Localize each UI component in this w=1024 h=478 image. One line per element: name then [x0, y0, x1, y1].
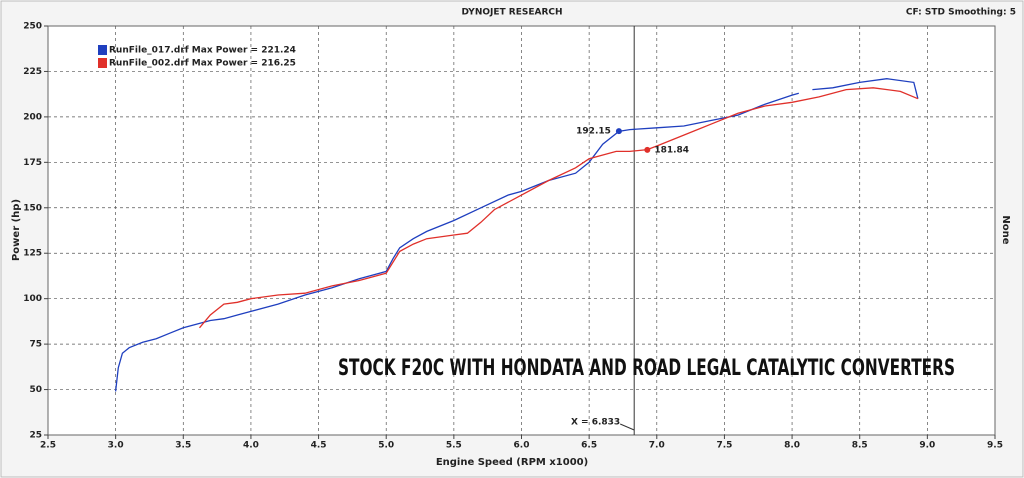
y-tick-label: 100 [23, 294, 42, 304]
y-axis-label: Power (hp) [11, 199, 22, 261]
x-tick-label: 7.5 [716, 441, 732, 451]
y2-axis-label: None [1000, 215, 1011, 244]
x-tick-label: 5.5 [446, 441, 462, 451]
x-tick-label: 3.0 [108, 441, 124, 451]
x-tick-label: 5.0 [378, 441, 394, 451]
series-line [114, 78, 919, 392]
legend-swatch [98, 45, 107, 55]
overlay-caption: STOCK F20C WITH HONDATA AND ROAD LEGAL C… [338, 356, 955, 381]
x-axis-label: Engine Speed (RPM x1000) [436, 457, 588, 468]
y-tick-label: 25 [29, 431, 42, 441]
y-tick-label: 250 [23, 22, 42, 32]
y-tick-label: 225 [23, 67, 42, 77]
y-tick-label: 125 [23, 249, 42, 259]
x-tick-label: 8.5 [852, 441, 868, 451]
chart-subtitle: CF: STD Smoothing: 5 [906, 8, 1016, 18]
x-tick-label: 4.5 [311, 441, 327, 451]
y-tick-label: 175 [23, 158, 42, 168]
x-tick-label: 9.0 [919, 441, 935, 451]
legend-swatch [98, 58, 107, 68]
x-tick-label: 2.5 [40, 441, 56, 451]
y-tick-label: 150 [23, 203, 42, 213]
y-tick-label: 75 [29, 340, 42, 350]
x-tick-label: 9.5 [987, 441, 1003, 451]
peak-marker [615, 128, 622, 135]
x-tick-label: 3.5 [175, 441, 191, 451]
x-tick-label: 6.5 [581, 441, 597, 451]
peak-marker [644, 146, 651, 153]
peak-label: 192.15 [576, 127, 611, 137]
legend-label: RunFile_017.drf Max Power = 221.24 [109, 46, 296, 56]
x-tick-label: 7.0 [649, 441, 665, 451]
x-tick-label: 8.0 [784, 441, 800, 451]
peak-label: 181.84 [654, 145, 689, 155]
y-tick-label: 50 [29, 385, 42, 395]
x-tick-label: 4.0 [243, 441, 259, 451]
cursor-label: X = 6.833 [571, 418, 620, 428]
y-tick-label: 200 [23, 112, 42, 122]
chart-title: DYNOJET RESEARCH [461, 8, 562, 18]
legend-label: RunFile_002.drf Max Power = 216.25 [109, 59, 296, 69]
cursor-leader [619, 423, 635, 431]
x-tick-label: 6.0 [514, 441, 530, 451]
series-line [199, 87, 919, 329]
